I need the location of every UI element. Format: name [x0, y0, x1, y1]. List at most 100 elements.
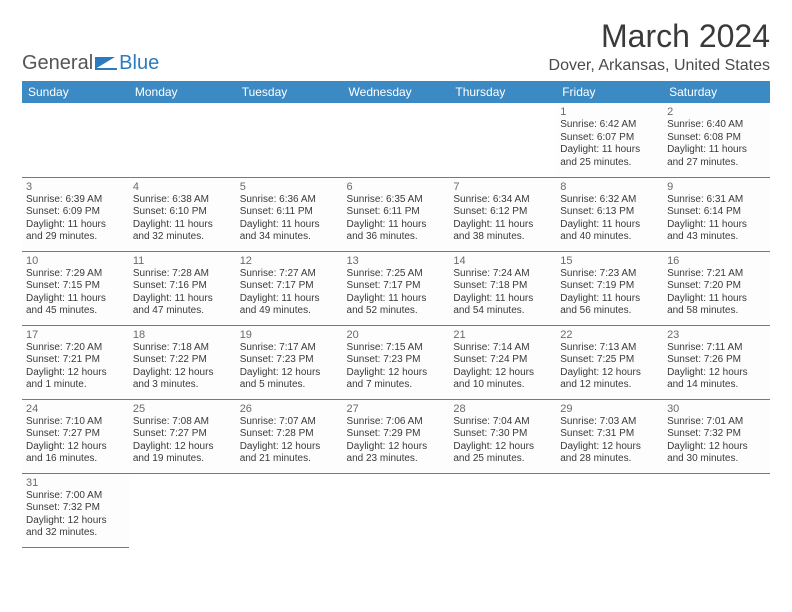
- calendar-cell: 19Sunrise: 7:17 AMSunset: 7:23 PMDayligh…: [236, 325, 343, 399]
- day-number: 21: [453, 329, 552, 341]
- calendar-cell-empty: [129, 103, 236, 177]
- month-title: March 2024: [549, 18, 770, 55]
- calendar-cell-empty: [129, 473, 236, 547]
- calendar-cell: 6Sunrise: 6:35 AMSunset: 6:11 PMDaylight…: [343, 177, 450, 251]
- day-info: Sunrise: 7:20 AMSunset: 7:21 PMDaylight:…: [26, 342, 125, 392]
- calendar-cell-empty: [663, 473, 770, 547]
- day-info: Sunrise: 6:31 AMSunset: 6:14 PMDaylight:…: [667, 194, 766, 244]
- day-info: Sunrise: 7:03 AMSunset: 7:31 PMDaylight:…: [560, 416, 659, 466]
- calendar-cell: 27Sunrise: 7:06 AMSunset: 7:29 PMDayligh…: [343, 399, 450, 473]
- calendar-cell-empty: [449, 473, 556, 547]
- day-info: Sunrise: 7:14 AMSunset: 7:24 PMDaylight:…: [453, 342, 552, 392]
- day-number: 11: [133, 255, 232, 267]
- calendar-cell-empty: [22, 103, 129, 177]
- day-number: 29: [560, 403, 659, 415]
- day-number: 14: [453, 255, 552, 267]
- day-info: Sunrise: 7:10 AMSunset: 7:27 PMDaylight:…: [26, 416, 125, 466]
- calendar-row: 3Sunrise: 6:39 AMSunset: 6:09 PMDaylight…: [22, 177, 770, 251]
- calendar-cell: 2Sunrise: 6:40 AMSunset: 6:08 PMDaylight…: [663, 103, 770, 177]
- calendar-body: 1Sunrise: 6:42 AMSunset: 6:07 PMDaylight…: [22, 103, 770, 547]
- calendar-cell: 16Sunrise: 7:21 AMSunset: 7:20 PMDayligh…: [663, 251, 770, 325]
- day-number: 18: [133, 329, 232, 341]
- day-number: 5: [240, 181, 339, 193]
- calendar-cell: 10Sunrise: 7:29 AMSunset: 7:15 PMDayligh…: [22, 251, 129, 325]
- day-info: Sunrise: 6:32 AMSunset: 6:13 PMDaylight:…: [560, 194, 659, 244]
- day-number: 30: [667, 403, 766, 415]
- calendar-cell: 4Sunrise: 6:38 AMSunset: 6:10 PMDaylight…: [129, 177, 236, 251]
- calendar-cell: 13Sunrise: 7:25 AMSunset: 7:17 PMDayligh…: [343, 251, 450, 325]
- weekday-header: Friday: [556, 81, 663, 103]
- calendar-cell-empty: [449, 103, 556, 177]
- day-number: 6: [347, 181, 446, 193]
- calendar-header-row: SundayMondayTuesdayWednesdayThursdayFrid…: [22, 81, 770, 103]
- day-info: Sunrise: 7:23 AMSunset: 7:19 PMDaylight:…: [560, 268, 659, 318]
- calendar-cell-empty: [236, 473, 343, 547]
- calendar-row: 17Sunrise: 7:20 AMSunset: 7:21 PMDayligh…: [22, 325, 770, 399]
- brand-general: General: [22, 52, 93, 75]
- calendar-cell: 31Sunrise: 7:00 AMSunset: 7:32 PMDayligh…: [22, 473, 129, 547]
- day-number: 22: [560, 329, 659, 341]
- day-number: 20: [347, 329, 446, 341]
- calendar-cell: 26Sunrise: 7:07 AMSunset: 7:28 PMDayligh…: [236, 399, 343, 473]
- day-info: Sunrise: 7:29 AMSunset: 7:15 PMDaylight:…: [26, 268, 125, 318]
- day-info: Sunrise: 6:36 AMSunset: 6:11 PMDaylight:…: [240, 194, 339, 244]
- day-number: 1: [560, 106, 659, 118]
- calendar-cell: 20Sunrise: 7:15 AMSunset: 7:23 PMDayligh…: [343, 325, 450, 399]
- calendar-cell: 7Sunrise: 6:34 AMSunset: 6:12 PMDaylight…: [449, 177, 556, 251]
- brand-logo: General Blue: [22, 52, 159, 75]
- calendar-cell: 8Sunrise: 6:32 AMSunset: 6:13 PMDaylight…: [556, 177, 663, 251]
- day-number: 12: [240, 255, 339, 267]
- day-number: 28: [453, 403, 552, 415]
- day-info: Sunrise: 6:35 AMSunset: 6:11 PMDaylight:…: [347, 194, 446, 244]
- page-header: General Blue March 2024 Dover, Arkansas,…: [22, 18, 770, 75]
- calendar-cell: 28Sunrise: 7:04 AMSunset: 7:30 PMDayligh…: [449, 399, 556, 473]
- calendar-cell: 18Sunrise: 7:18 AMSunset: 7:22 PMDayligh…: [129, 325, 236, 399]
- calendar-cell-empty: [556, 473, 663, 547]
- calendar-cell: 11Sunrise: 7:28 AMSunset: 7:16 PMDayligh…: [129, 251, 236, 325]
- day-number: 15: [560, 255, 659, 267]
- day-number: 19: [240, 329, 339, 341]
- calendar-cell-empty: [343, 103, 450, 177]
- day-number: 9: [667, 181, 766, 193]
- weekday-header: Monday: [129, 81, 236, 103]
- day-info: Sunrise: 7:04 AMSunset: 7:30 PMDaylight:…: [453, 416, 552, 466]
- calendar-cell: 17Sunrise: 7:20 AMSunset: 7:21 PMDayligh…: [22, 325, 129, 399]
- day-number: 4: [133, 181, 232, 193]
- calendar-cell: 12Sunrise: 7:27 AMSunset: 7:17 PMDayligh…: [236, 251, 343, 325]
- day-info: Sunrise: 7:00 AMSunset: 7:32 PMDaylight:…: [26, 490, 125, 540]
- calendar-cell: 30Sunrise: 7:01 AMSunset: 7:32 PMDayligh…: [663, 399, 770, 473]
- day-info: Sunrise: 7:01 AMSunset: 7:32 PMDaylight:…: [667, 416, 766, 466]
- title-block: March 2024 Dover, Arkansas, United State…: [549, 18, 770, 75]
- day-number: 27: [347, 403, 446, 415]
- weekday-header: Sunday: [22, 81, 129, 103]
- calendar-cell-empty: [236, 103, 343, 177]
- day-info: Sunrise: 7:13 AMSunset: 7:25 PMDaylight:…: [560, 342, 659, 392]
- day-info: Sunrise: 7:15 AMSunset: 7:23 PMDaylight:…: [347, 342, 446, 392]
- calendar-cell: 22Sunrise: 7:13 AMSunset: 7:25 PMDayligh…: [556, 325, 663, 399]
- brand-blue: Blue: [119, 52, 159, 75]
- day-info: Sunrise: 7:06 AMSunset: 7:29 PMDaylight:…: [347, 416, 446, 466]
- calendar-row: 10Sunrise: 7:29 AMSunset: 7:15 PMDayligh…: [22, 251, 770, 325]
- day-info: Sunrise: 7:08 AMSunset: 7:27 PMDaylight:…: [133, 416, 232, 466]
- weekday-header: Tuesday: [236, 81, 343, 103]
- calendar-row: 31Sunrise: 7:00 AMSunset: 7:32 PMDayligh…: [22, 473, 770, 547]
- day-info: Sunrise: 7:28 AMSunset: 7:16 PMDaylight:…: [133, 268, 232, 318]
- day-number: 8: [560, 181, 659, 193]
- day-info: Sunrise: 6:42 AMSunset: 6:07 PMDaylight:…: [560, 119, 659, 169]
- day-number: 31: [26, 477, 125, 489]
- day-number: 23: [667, 329, 766, 341]
- day-info: Sunrise: 6:34 AMSunset: 6:12 PMDaylight:…: [453, 194, 552, 244]
- calendar-cell: 3Sunrise: 6:39 AMSunset: 6:09 PMDaylight…: [22, 177, 129, 251]
- day-info: Sunrise: 7:17 AMSunset: 7:23 PMDaylight:…: [240, 342, 339, 392]
- day-info: Sunrise: 7:07 AMSunset: 7:28 PMDaylight:…: [240, 416, 339, 466]
- calendar-cell: 14Sunrise: 7:24 AMSunset: 7:18 PMDayligh…: [449, 251, 556, 325]
- day-info: Sunrise: 7:21 AMSunset: 7:20 PMDaylight:…: [667, 268, 766, 318]
- weekday-header: Saturday: [663, 81, 770, 103]
- location-subtitle: Dover, Arkansas, United States: [549, 57, 770, 75]
- calendar-row: 24Sunrise: 7:10 AMSunset: 7:27 PMDayligh…: [22, 399, 770, 473]
- day-number: 13: [347, 255, 446, 267]
- day-number: 25: [133, 403, 232, 415]
- day-info: Sunrise: 7:18 AMSunset: 7:22 PMDaylight:…: [133, 342, 232, 392]
- day-number: 17: [26, 329, 125, 341]
- weekday-header: Thursday: [449, 81, 556, 103]
